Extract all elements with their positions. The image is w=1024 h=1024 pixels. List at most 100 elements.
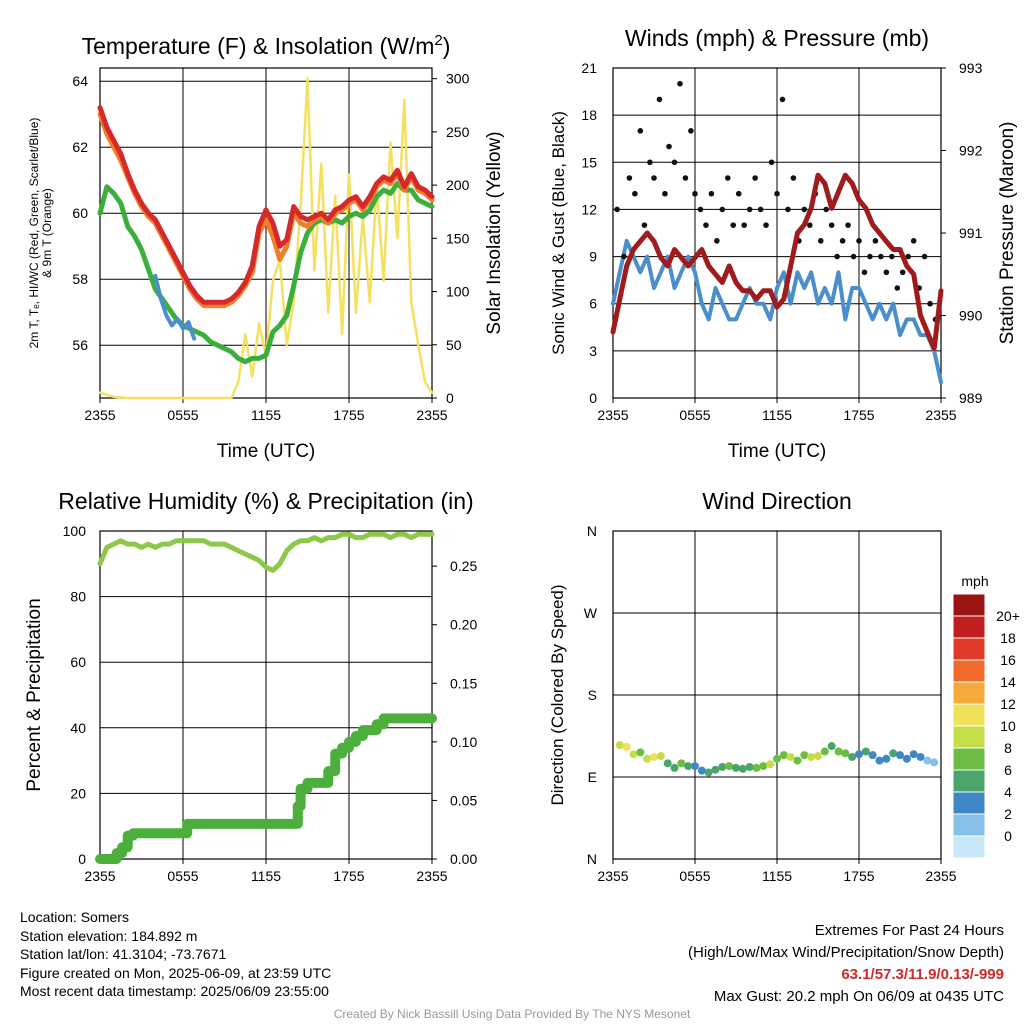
- legend-swatch: [952, 769, 986, 793]
- y-tick-label: 0: [589, 390, 597, 406]
- y-tick-label: 60: [72, 205, 88, 221]
- y-axis-label: Direction (Colored By Speed): [548, 584, 567, 805]
- location-text: Location: Somers: [20, 909, 129, 925]
- legend-label: 10: [1000, 718, 1016, 734]
- direction-point: [759, 762, 768, 771]
- direction-point: [725, 762, 734, 771]
- y2-tick-label: 0.25: [450, 558, 477, 574]
- legend-label: 14: [1000, 674, 1016, 690]
- direction-point: [650, 752, 658, 761]
- x-tick-label: 1155: [251, 868, 281, 884]
- gust-point: [905, 253, 911, 260]
- legend-swatch: [952, 725, 986, 749]
- credit-text: Created By Nick Bassill Using Data Provi…: [333, 1007, 691, 1021]
- y2-tick-label: 0: [446, 390, 454, 406]
- y-tick-label: S: [588, 687, 597, 703]
- x-tick-label: 2355: [84, 868, 115, 884]
- direction-point: [841, 749, 850, 758]
- gust-point: [614, 206, 620, 213]
- y-tick-label: 60: [70, 654, 86, 670]
- series-wind: [611, 238, 943, 385]
- y2-tick-label: 992: [959, 143, 983, 159]
- x-tick-label: 0555: [167, 407, 198, 423]
- x-axis-label: Time (UTC): [217, 441, 316, 462]
- y2-tick-label: 300: [446, 71, 470, 87]
- legend-unit: mph: [961, 573, 988, 589]
- direction-point: [615, 741, 624, 750]
- legend-label: 12: [1000, 696, 1016, 712]
- direction-point: [800, 751, 809, 760]
- x-tick-label: 1755: [333, 407, 364, 423]
- x-tick-label: 1155: [251, 407, 281, 423]
- gust-point: [856, 238, 862, 244]
- series-temp-0: [97, 105, 435, 305]
- y2-axis-label: Solar Insolation (Yellow): [484, 131, 505, 334]
- chart-title: Temperature (F) & Insolation (W/m2): [82, 32, 451, 59]
- direction-point: [896, 751, 904, 760]
- gust-point: [785, 206, 791, 213]
- y-tick-label: 0: [78, 851, 86, 867]
- direction-point: [766, 760, 775, 769]
- gust-point: [725, 175, 731, 181]
- direction-point: [773, 754, 781, 763]
- y2-axis-label: Station Pressure (Maroon): [997, 122, 1018, 345]
- recent-text: Most recent data timestamp: 2025/06/09 2…: [20, 983, 329, 999]
- y-tick-label: 3: [589, 343, 597, 359]
- direction-point: [902, 754, 911, 763]
- gust-point: [662, 190, 668, 197]
- direction-point: [732, 763, 740, 772]
- y2-tick-label: 0.20: [450, 617, 477, 633]
- legend-label: 2: [1004, 806, 1012, 822]
- gust-point: [697, 206, 704, 213]
- y2-tick-label: 0.00: [450, 851, 477, 867]
- x-tick-label: 1755: [843, 407, 874, 423]
- direction-point: [889, 749, 898, 758]
- gust-point: [735, 190, 742, 197]
- y-tick-label: E: [588, 769, 597, 785]
- y2-tick-label: 0.15: [450, 675, 477, 691]
- legend-label: 16: [1000, 652, 1016, 668]
- extremes-subheading: (High/Low/Max Wind/Precipitation/Snow De…: [688, 944, 1004, 961]
- y2-tick-label: 100: [446, 284, 470, 300]
- direction-point: [820, 747, 829, 756]
- direction-point: [656, 752, 665, 761]
- y-tick-label: 6: [589, 296, 597, 312]
- gust-point: [894, 285, 901, 291]
- speed-legend: mph 0 2 4 6 8 10 12 14 16 18 20+: [952, 573, 1020, 859]
- gust-point: [719, 206, 726, 213]
- direction-point: [814, 752, 822, 761]
- y2-tick-label: 250: [446, 124, 470, 140]
- gust-point: [899, 269, 906, 276]
- x-tick-label: 0555: [679, 868, 710, 884]
- x-tick-label: 2355: [597, 868, 628, 884]
- gust-point: [883, 269, 890, 276]
- gust-point: [682, 175, 689, 181]
- gust-point: [921, 253, 928, 260]
- direction-point: [677, 759, 686, 768]
- y2-tick-label: 50: [446, 337, 462, 353]
- y-tick-label: 80: [70, 589, 86, 605]
- chart-title: Wind Direction: [702, 488, 852, 514]
- direction-point: [738, 764, 747, 773]
- gust-point: [878, 253, 884, 260]
- gust-point: [746, 206, 753, 213]
- chart-title: Winds (mph) & Pressure (mb): [625, 25, 929, 51]
- gust-point: [910, 238, 917, 244]
- gust-point: [692, 190, 698, 197]
- y-tick-label: N: [587, 851, 597, 867]
- gust-point: [817, 238, 824, 244]
- gust-point: [927, 300, 933, 307]
- x-tick-label: 2355: [925, 407, 956, 423]
- legend-label: 4: [1004, 784, 1012, 800]
- y2-tick-label: 990: [959, 308, 983, 324]
- y-tick-label: 15: [581, 154, 597, 170]
- direction-point: [670, 763, 679, 772]
- legend-label: 8: [1004, 740, 1012, 756]
- y2-tick-label: 991: [959, 225, 983, 241]
- gust-point: [651, 175, 657, 181]
- y-axis-label: Sonic Wind & Gust (Blue, Black): [549, 111, 568, 355]
- legend-swatch: [952, 637, 986, 661]
- series-rh: [97, 531, 435, 573]
- direction-point: [827, 742, 836, 751]
